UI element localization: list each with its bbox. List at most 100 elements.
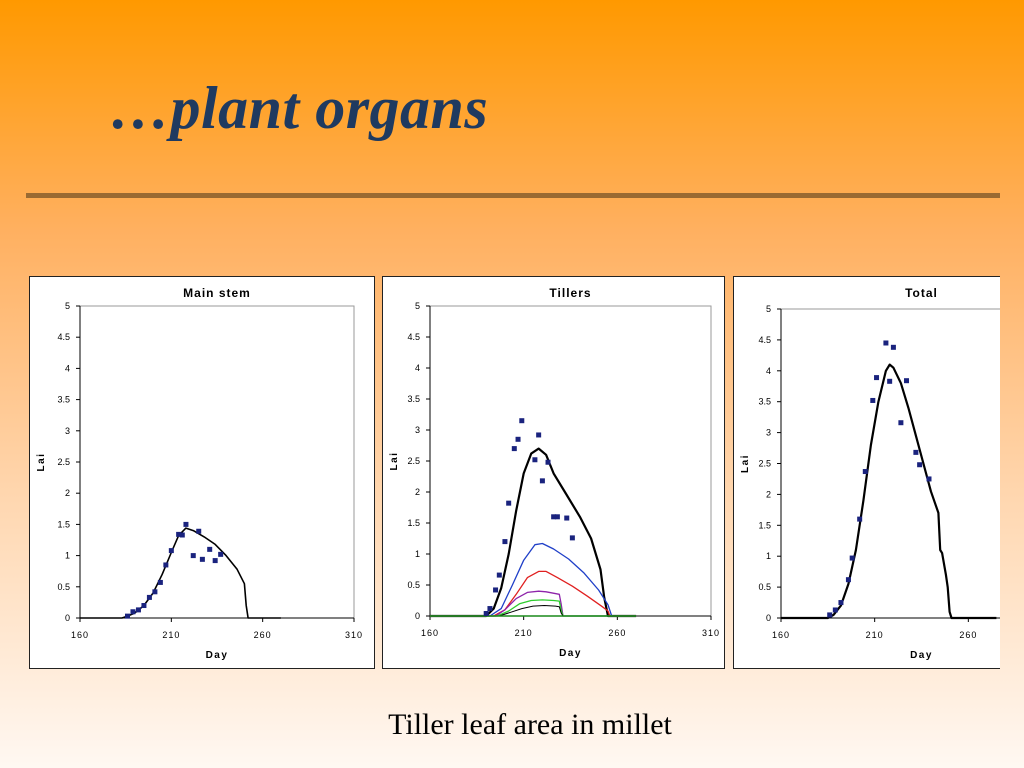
- data-point: [917, 462, 923, 468]
- series-line-0: [80, 527, 281, 619]
- x-axis-label: Day: [206, 650, 229, 661]
- y-tick-label: 0: [766, 613, 771, 623]
- chart-main-stem: Main stem 0 0.5 1 1.5 2 2.5 3 3.5 4 4.5 5 160 210 260 3…: [29, 276, 375, 669]
- data-point: [849, 555, 855, 561]
- x-tick-label: 260: [959, 630, 977, 640]
- x-tick-label: 160: [772, 630, 790, 640]
- x-tick-label: 160: [71, 630, 89, 640]
- y-tick-label: 5: [65, 301, 70, 311]
- y-tick-label: 1: [766, 551, 771, 561]
- y-tick-label: 4.5: [407, 332, 420, 342]
- chart-tillers: Tillers 0 0.5 1 1.5 2 2.5 3 3.5 4 4.5 5 160 210 260 310…: [382, 276, 725, 669]
- y-tick-label: 1: [415, 549, 420, 559]
- title-divider: [26, 193, 1000, 198]
- y-tick-label: 0.5: [407, 580, 420, 590]
- data-point: [857, 516, 863, 522]
- series-line-1: [430, 542, 637, 617]
- y-tick-label: 3.5: [57, 395, 70, 405]
- x-tick-label: 310: [702, 628, 720, 638]
- x-tick-label: 210: [515, 628, 533, 638]
- x-tick-label: 310: [345, 630, 363, 640]
- y-tick-label: 2.5: [758, 459, 771, 469]
- y-tick-label: 4: [766, 366, 771, 376]
- data-point: [135, 607, 141, 613]
- y-tick-label: 4.5: [57, 332, 70, 342]
- x-tick-label: 210: [866, 630, 884, 640]
- y-tick-label: 2: [65, 488, 70, 498]
- y-tick-label: 3: [415, 425, 420, 435]
- data-point: [832, 607, 838, 613]
- data-point: [207, 546, 213, 552]
- data-point: [199, 556, 205, 562]
- data-point: [887, 378, 893, 384]
- series-line-0: [781, 363, 997, 620]
- data-point: [845, 577, 851, 583]
- y-tick-label: 3.5: [407, 394, 420, 404]
- data-point: [168, 548, 174, 554]
- data-point: [874, 375, 880, 381]
- data-point: [218, 551, 224, 557]
- data-point: [515, 436, 521, 442]
- data-point: [141, 603, 147, 609]
- series-line-2: [430, 570, 637, 617]
- data-point: [838, 600, 844, 606]
- y-tick-label: 4.5: [758, 335, 771, 345]
- data-point: [564, 515, 570, 521]
- data-point: [532, 457, 538, 463]
- y-tick-label: 2: [766, 489, 771, 499]
- x-tick-label: 260: [254, 630, 272, 640]
- y-tick-label: 4: [65, 363, 70, 373]
- y-tick-label: 3: [766, 428, 771, 438]
- y-tick-label: 1.5: [407, 518, 420, 528]
- y-tick-label: 2.5: [57, 457, 70, 467]
- series-line-5: [430, 605, 637, 617]
- data-point: [183, 521, 189, 527]
- y-tick-label: 3: [65, 426, 70, 436]
- data-point: [898, 420, 904, 426]
- chart-title: Total: [905, 286, 938, 300]
- data-point: [545, 459, 551, 465]
- y-tick-label: 0.5: [758, 582, 771, 592]
- data-point: [493, 587, 499, 593]
- data-point: [212, 558, 218, 564]
- chart-tillers-svg: Tillers 0 0.5 1 1.5 2 2.5 3 3.5 4 4.5 5 160 210 260 310…: [389, 286, 720, 659]
- x-axis-label: Day: [910, 650, 933, 661]
- data-point: [502, 539, 508, 545]
- data-point: [130, 609, 136, 615]
- y-axis-label: Lai: [389, 452, 400, 471]
- data-point: [152, 589, 158, 595]
- y-tick-label: 2: [415, 487, 420, 497]
- plot-area: [429, 305, 712, 617]
- data-point: [163, 562, 169, 568]
- data-point: [176, 531, 182, 537]
- y-axis-label: Lai: [36, 453, 47, 472]
- data-point: [190, 553, 196, 559]
- data-point: [483, 611, 489, 617]
- x-tick-label: 210: [162, 630, 180, 640]
- data-point: [511, 446, 517, 452]
- data-point: [862, 469, 868, 475]
- data-point: [890, 344, 896, 350]
- data-point: [506, 500, 512, 506]
- y-tick-label: 1.5: [57, 519, 70, 529]
- data-point: [536, 432, 542, 438]
- data-point: [519, 418, 525, 424]
- data-point: [124, 613, 130, 619]
- series-line-3: [430, 590, 637, 617]
- y-tick-label: 5: [766, 304, 771, 314]
- data-point: [196, 528, 202, 534]
- plot-area: [780, 308, 1000, 619]
- data-point: [827, 612, 833, 618]
- chart-total: Total00.511.522.533.544.55160210260310Da…: [733, 276, 1000, 669]
- x-tick-label: 160: [421, 628, 439, 638]
- y-tick-label: 1.5: [758, 520, 771, 530]
- chart-total-svg: Total00.511.522.533.544.55160210260310Da…: [740, 286, 1000, 661]
- y-tick-label: 3.5: [758, 397, 771, 407]
- slide-title: …plant organs: [110, 75, 489, 141]
- data-point: [554, 514, 560, 520]
- data-point: [157, 579, 163, 585]
- y-tick-label: 0: [65, 613, 70, 623]
- y-axis-label: Lai: [740, 454, 751, 473]
- y-tick-label: 0: [415, 611, 420, 621]
- y-tick-label: 0.5: [57, 582, 70, 592]
